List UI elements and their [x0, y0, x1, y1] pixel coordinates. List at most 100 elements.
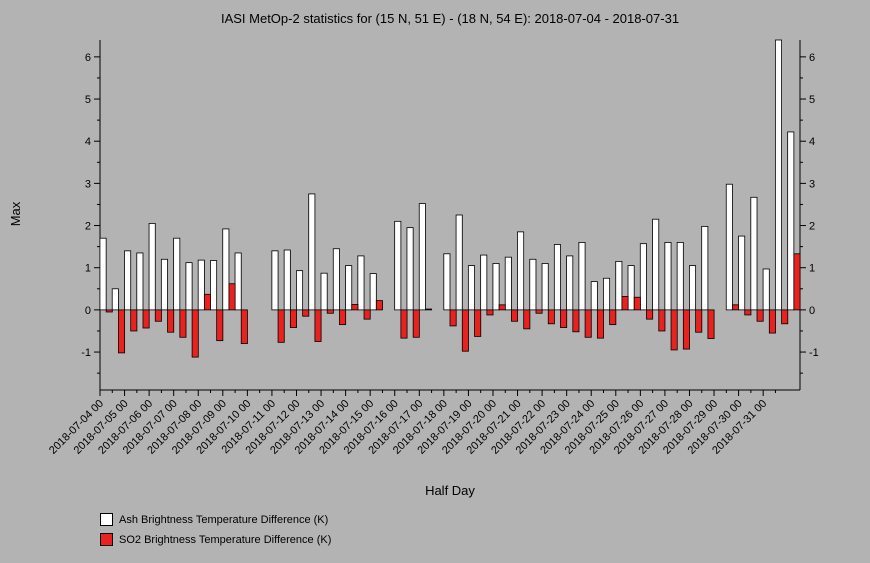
so2-bar — [449, 309, 457, 327]
so2-bar — [498, 304, 506, 311]
ash-bar — [296, 270, 304, 311]
ash-bar — [222, 228, 230, 311]
ash-bar — [701, 225, 709, 311]
ash-bar — [492, 263, 500, 311]
ash-bar — [173, 237, 181, 311]
so2-bar — [793, 253, 801, 311]
y-tick-label: 6 — [85, 52, 91, 64]
y-tick-label: 2 — [85, 221, 91, 233]
y-tick-label-right: -1 — [809, 347, 819, 359]
so2-bar — [486, 309, 494, 316]
y-tick-label: 5 — [85, 94, 91, 106]
ash-bar — [480, 254, 488, 311]
ash-bar — [725, 183, 733, 311]
so2-bar — [228, 283, 236, 311]
so2-bar — [277, 309, 285, 343]
y-tick-label: 0 — [85, 305, 91, 317]
ash-bar — [369, 273, 377, 311]
y-tick-label-right: 5 — [809, 94, 815, 106]
so2-bar — [425, 308, 433, 311]
so2-bar — [302, 309, 310, 317]
legend-label-ash: Ash Brightness Temperature Difference (K… — [119, 513, 329, 526]
ash-bar — [111, 288, 119, 311]
y-tick-label: -1 — [81, 347, 91, 359]
so2-bar — [314, 309, 322, 342]
so2-bar — [167, 309, 175, 333]
y-tick-label: 3 — [85, 178, 91, 190]
so2-bar — [412, 309, 420, 338]
y-tick-label-right: 1 — [809, 263, 815, 275]
so2-bar — [130, 309, 138, 332]
legend-item-so2: SO2 Brightness Temperature Difference (K… — [100, 533, 331, 546]
ash-bar — [603, 277, 611, 311]
ash-bar — [234, 252, 242, 311]
ash-bar — [283, 249, 291, 311]
so2-bar — [621, 295, 629, 311]
ash-bar — [787, 131, 795, 311]
ash-bar — [418, 203, 426, 311]
ash-bar — [590, 281, 598, 311]
ash-bar — [455, 214, 463, 311]
y-tick-label-right: 2 — [809, 221, 815, 233]
y-tick-label: 1 — [85, 263, 91, 275]
ash-bar — [197, 259, 205, 311]
so2-bar — [474, 309, 482, 337]
ash-bar — [308, 193, 316, 311]
so2-bar — [179, 309, 187, 338]
ash-bar — [210, 260, 218, 311]
ash-bar — [517, 231, 525, 311]
so2-bar — [326, 309, 334, 314]
y-axis-label: Max — [8, 201, 23, 226]
so2-bar — [191, 309, 199, 358]
ash-bar — [578, 242, 586, 311]
so2-bar — [781, 309, 789, 325]
ash-bar — [467, 265, 475, 311]
ash-bar — [566, 255, 574, 311]
y-tick-label-right: 6 — [809, 52, 815, 64]
ash-bar — [357, 255, 365, 311]
ash-bar — [529, 258, 537, 311]
so2-bar — [118, 309, 126, 354]
ash-bar — [541, 263, 549, 311]
so2-bar — [339, 309, 347, 326]
so2-bar — [695, 309, 703, 333]
ash-bar — [504, 256, 512, 311]
ash-bar — [774, 39, 782, 311]
y-tick-label: 4 — [85, 136, 91, 148]
ash-bar — [332, 248, 340, 311]
y-tick-label-right: 4 — [809, 136, 815, 148]
ash-bar — [148, 223, 156, 311]
so2-bar — [682, 309, 690, 350]
so2-bar — [240, 309, 248, 345]
so2-bar — [351, 303, 359, 311]
legend-item-ash: Ash Brightness Temperature Difference (K… — [100, 513, 328, 526]
ash-bar — [750, 196, 758, 311]
y-tick-label-right: 0 — [809, 305, 815, 317]
ash-bar — [762, 268, 770, 311]
ash-bar — [664, 242, 672, 311]
ash-bar — [652, 218, 660, 311]
so2-bar — [289, 309, 297, 328]
so2-bar — [658, 309, 666, 332]
y-tick-label-right: 3 — [809, 178, 815, 190]
ash-bar — [99, 237, 107, 311]
bars — [99, 39, 801, 358]
ash-bar — [394, 220, 402, 311]
ash-bar — [689, 265, 697, 311]
legend-swatch-so2 — [100, 533, 113, 546]
ash-bar — [160, 258, 168, 311]
so2-bar — [400, 309, 408, 339]
axes — [94, 40, 806, 396]
so2-bar — [105, 309, 113, 313]
so2-bar — [584, 309, 592, 338]
legend-swatch-ash — [100, 513, 113, 526]
ash-bar — [676, 242, 684, 311]
so2-bar — [646, 309, 654, 320]
so2-bar — [560, 309, 568, 328]
ash-bar — [615, 260, 623, 311]
so2-bar — [375, 300, 383, 311]
ash-bar — [271, 250, 279, 311]
so2-bar — [154, 309, 162, 322]
so2-bar — [670, 309, 678, 351]
